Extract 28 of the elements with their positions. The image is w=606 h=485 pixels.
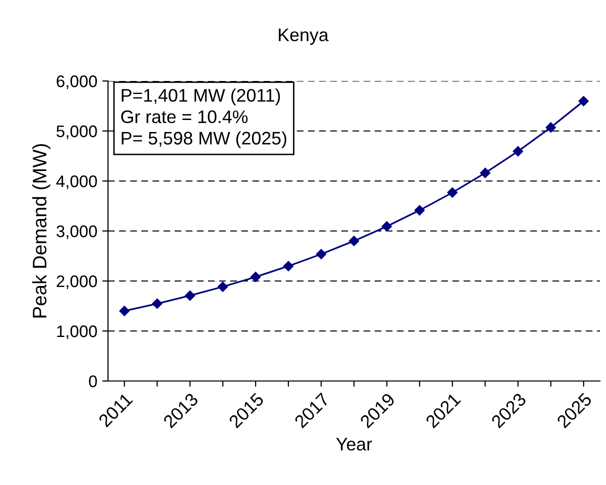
chart-title: Kenya bbox=[278, 28, 329, 45]
point bbox=[578, 96, 589, 106]
point bbox=[480, 168, 490, 178]
point bbox=[283, 260, 294, 272]
y-tick-label: 2,000 bbox=[56, 275, 97, 290]
point bbox=[348, 236, 360, 246]
y-tick-label: 1,000 bbox=[57, 325, 97, 340]
y-tick-label: 3,000 bbox=[56, 225, 97, 240]
point bbox=[152, 298, 162, 309]
point bbox=[119, 306, 130, 316]
point bbox=[382, 221, 392, 232]
y-tick-label: 0 bbox=[88, 375, 97, 388]
annotation: P=1,401 MW (2011) bbox=[122, 88, 280, 106]
y-tick-label: 6,000 bbox=[56, 75, 97, 90]
annotation: P= 5,598 MW (2025) bbox=[122, 131, 286, 148]
x-axis-title: Year bbox=[336, 438, 372, 451]
point bbox=[184, 290, 196, 301]
point bbox=[546, 122, 556, 133]
y-tick-label: 4,000 bbox=[56, 175, 97, 190]
point bbox=[250, 272, 261, 282]
y-tick-label: 5,000 bbox=[56, 125, 97, 140]
annotation: Gr rate = 10.4% bbox=[121, 110, 248, 124]
point bbox=[218, 282, 228, 292]
point bbox=[414, 205, 425, 216]
point bbox=[512, 146, 524, 156]
point bbox=[316, 249, 326, 260]
point bbox=[447, 187, 458, 198]
y-axis-title: Peak Demand (MW) bbox=[32, 144, 50, 318]
